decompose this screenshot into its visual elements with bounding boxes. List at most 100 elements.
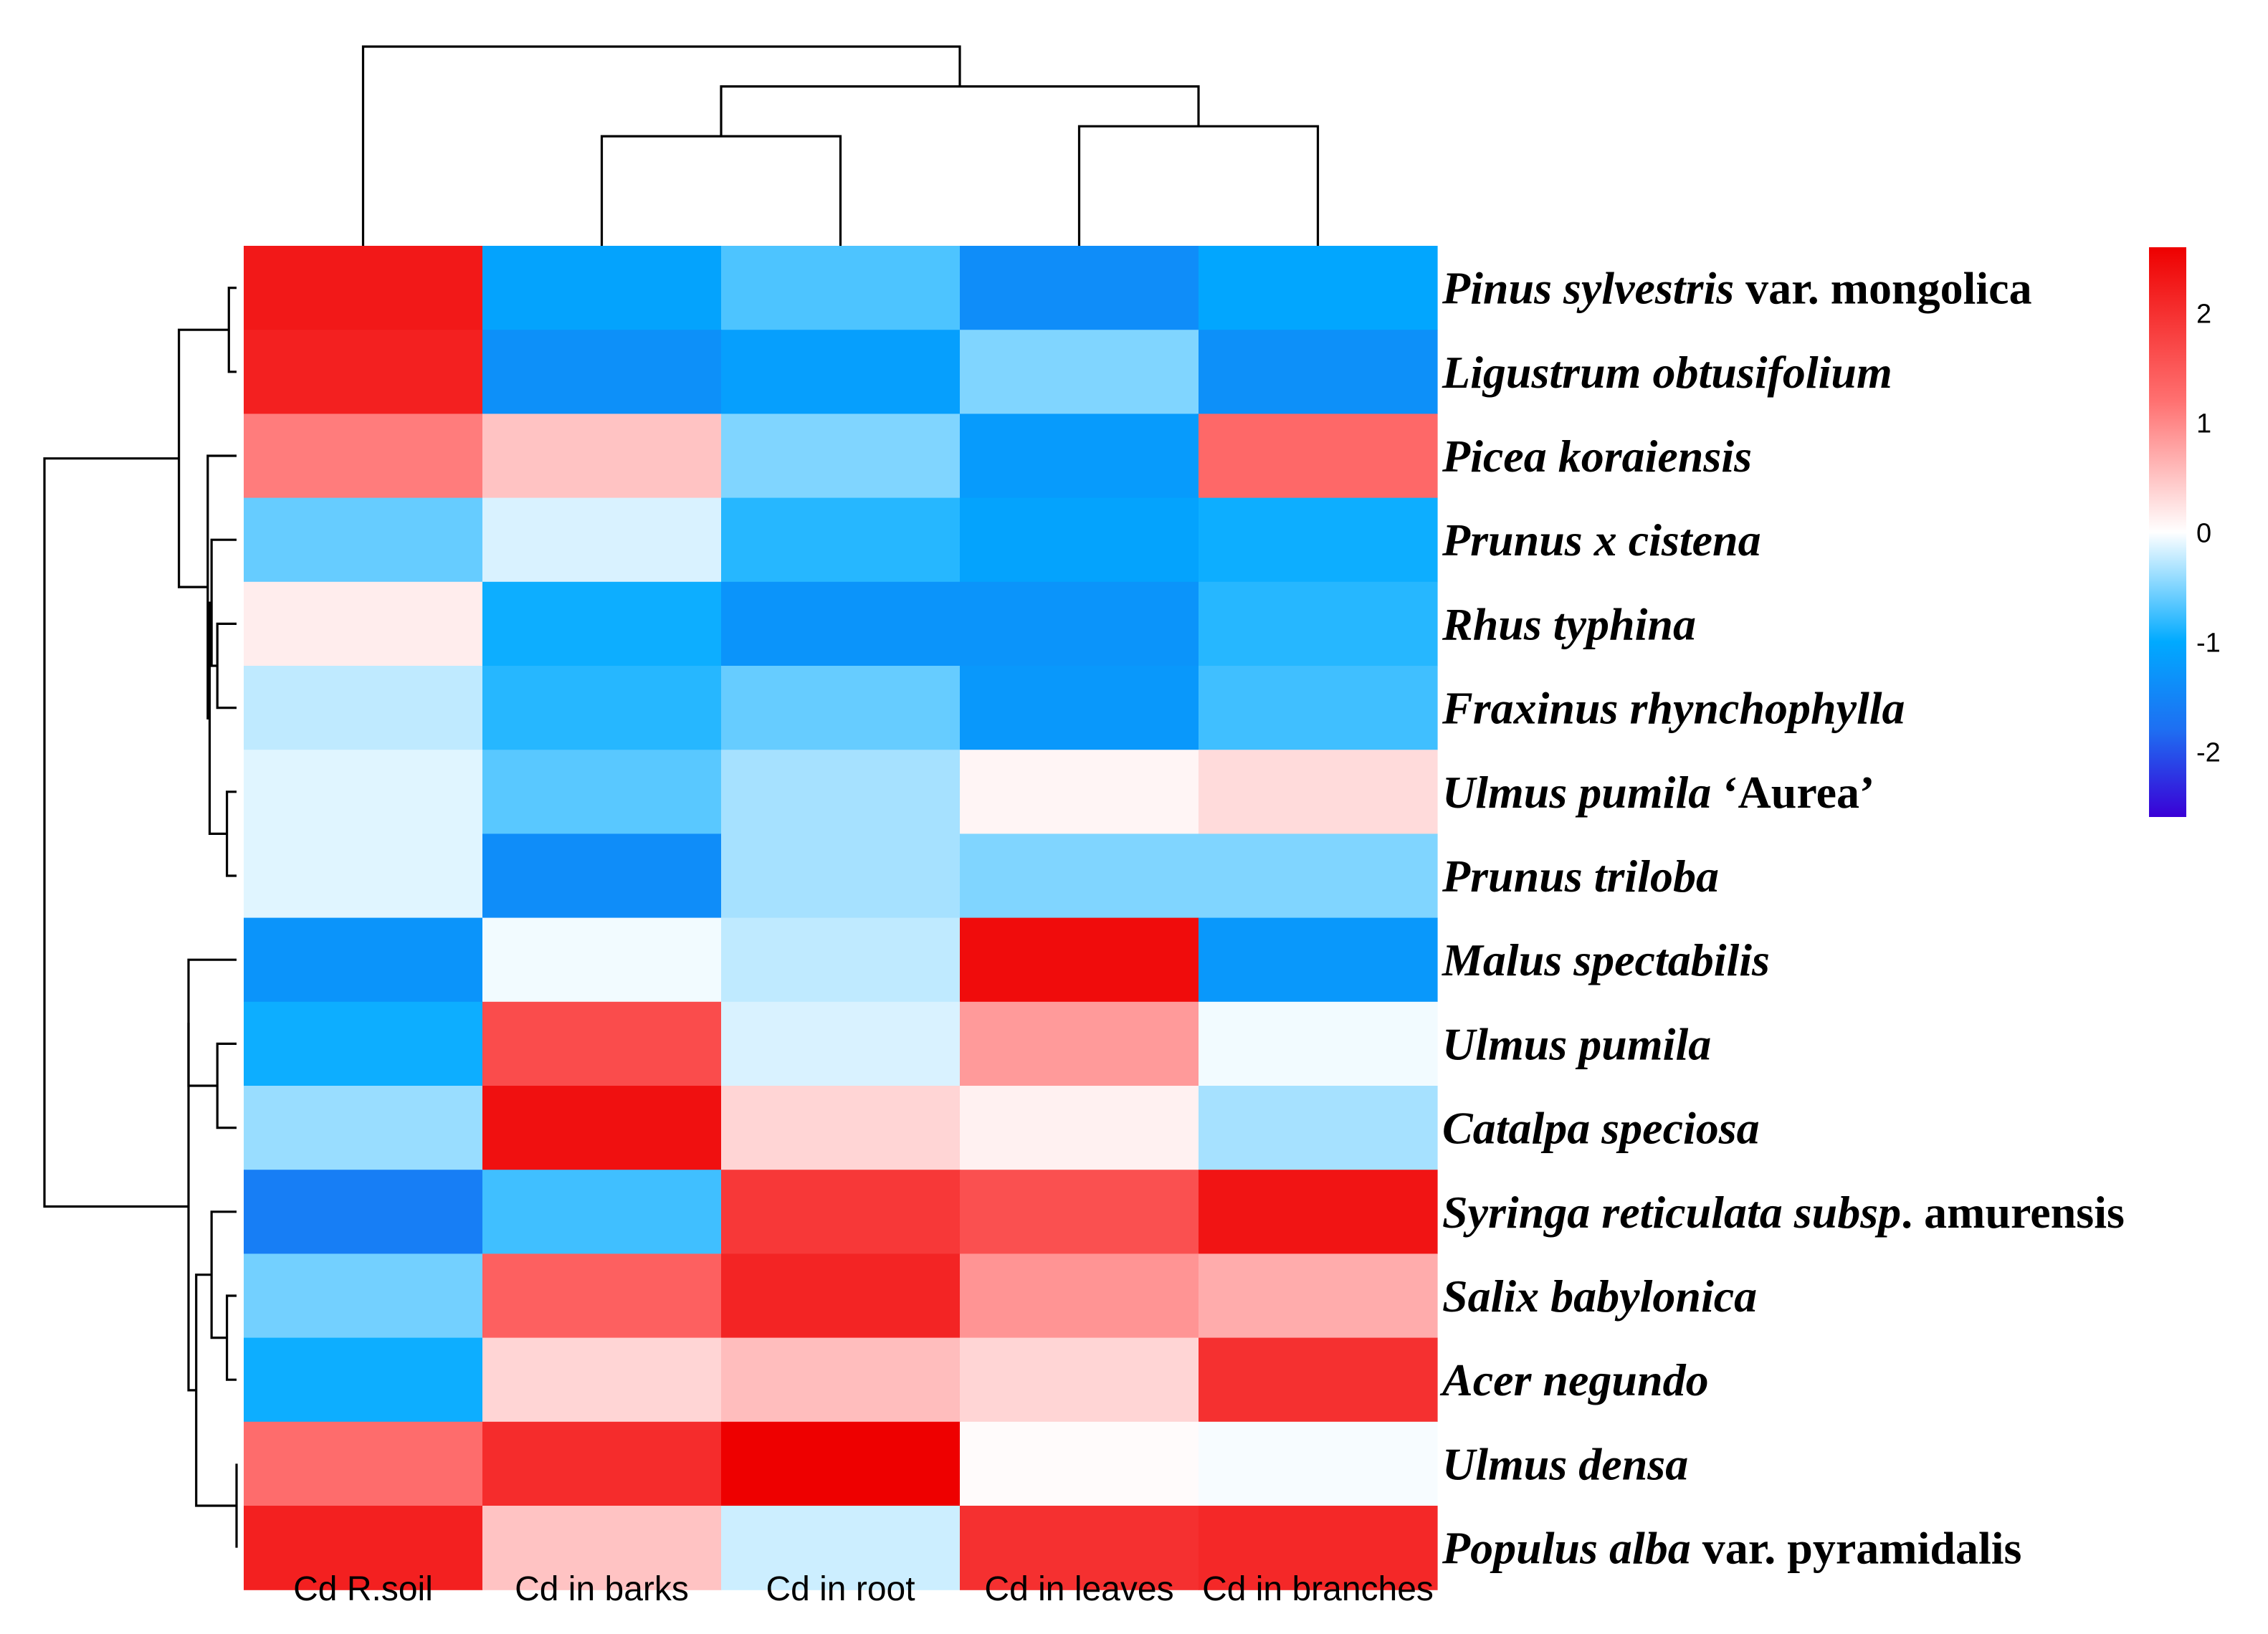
heatmap-cell (960, 1506, 1199, 1590)
heatmap-cell (960, 1421, 1199, 1506)
heatmap-cell (721, 666, 961, 750)
row-label-part: Ulmus pumila (1442, 1018, 1711, 1069)
heatmap-cell (960, 1001, 1199, 1086)
heatmap-cell (721, 497, 961, 583)
heatmap-cell (482, 1506, 722, 1590)
dendrogram-branch (361, 45, 961, 246)
heatmap-cell (482, 1001, 722, 1086)
heatmap-cell (244, 1253, 483, 1339)
row-label-part: Syringa reticulata subsp (1442, 1187, 1901, 1238)
row-label-part: var. pyramidalis (1691, 1523, 2022, 1574)
heatmap-cell (721, 833, 961, 919)
heatmap-cell (244, 750, 483, 834)
dendrogram-branch (1077, 125, 1320, 246)
heatmap-cell (721, 1001, 961, 1086)
heatmap-cell (482, 1086, 722, 1170)
row-label-part: Fraxinus rhynchophylla (1442, 683, 1905, 734)
color-scale-tick: 0 (2196, 519, 2211, 549)
heatmap-cell (721, 1253, 961, 1339)
row-label-part: Ulmus densa (1442, 1438, 1688, 1489)
color-scale-bar (2149, 247, 2186, 817)
heatmap-cell (960, 246, 1199, 330)
row-label: Populus alba var. pyramidalis (1442, 1523, 2021, 1574)
row-dendrogram (43, 287, 238, 1548)
row-label-part: . amurensis (1901, 1187, 2125, 1238)
heatmap-cell (482, 246, 722, 330)
column-labels: Cd R.soil Cd in barks Cd in root Cd in leav… (293, 1570, 1434, 1608)
row-label-part: Rhus typhina (1442, 598, 1696, 649)
heatmap-cell (1199, 750, 1438, 834)
row-label-part: var. mongolica (1734, 263, 2031, 314)
color-scale-tick: 1 (2196, 409, 2211, 439)
heatmap-cell (1199, 917, 1438, 1003)
heatmap-cell (960, 833, 1199, 919)
row-label-part: Salix babylonica (1442, 1271, 1757, 1322)
dendrogram-branch (210, 538, 237, 667)
row-label-part: Pinus sylvestris (1442, 263, 1734, 314)
heatmap-cell (482, 666, 722, 750)
heatmap-cell (960, 1086, 1199, 1170)
heatmap-cell (960, 330, 1199, 414)
heatmap-cell (1199, 1506, 1438, 1590)
row-label: Syringa reticulata subsp. amurensis (1442, 1187, 2125, 1238)
heatmap-cell (244, 1086, 483, 1170)
heatmap-cell (482, 1421, 722, 1506)
row-label: Prunus triloba (1442, 851, 1719, 902)
row-label-part: Picea koraiensis (1442, 431, 1752, 482)
heatmap-cell (960, 414, 1199, 499)
heatmap-cell (482, 1170, 722, 1254)
row-label: Malus spectabilis (1442, 935, 1770, 985)
heatmap-cell (960, 1170, 1199, 1254)
heatmap-cell (960, 497, 1199, 583)
color-scale-legend: 2 1 0 -1 -2 (2149, 247, 2221, 817)
heatmap-cell (1199, 1001, 1438, 1086)
heatmap-cells (244, 246, 1438, 1590)
dendrogram-branch (227, 287, 237, 373)
row-label: Picea koraiensis (1442, 431, 1752, 482)
heatmap-cell (960, 666, 1199, 750)
heatmap-cell (721, 246, 961, 330)
row-label-part: Prunus triloba (1442, 851, 1719, 902)
dendrogram-branch (187, 1023, 196, 1392)
heatmap-cell (721, 750, 961, 834)
column-label: Cd in leaves (984, 1570, 1173, 1608)
heatmap-cell (244, 330, 483, 414)
heatmap-cell (482, 750, 722, 834)
row-label: Ulmus densa (1442, 1438, 1688, 1489)
row-label-part: Ulmus pumila (1442, 767, 1711, 818)
row-label: Prunus x cistena (1442, 515, 1761, 565)
row-label: Ulmus pumila ‘Aurea’ (1442, 767, 1874, 818)
dendrogram-branch (187, 958, 237, 1087)
heatmap-cell (1199, 414, 1438, 499)
dendrogram-branch (216, 622, 237, 710)
heatmap-cell (960, 1253, 1199, 1339)
row-label: Catalpa speciosa (1442, 1103, 1760, 1154)
row-labels: Pinus sylvestris var. mongolica Ligustrum… (1439, 263, 2125, 1574)
heatmap-cell (244, 1170, 483, 1254)
row-label-part: Populus alba (1442, 1523, 1691, 1574)
color-scale-tick: -2 (2196, 737, 2221, 768)
row-label: Acer negundo (1439, 1354, 1709, 1405)
heatmap-cell (1199, 666, 1438, 750)
heatmap-cell (244, 497, 483, 583)
heatmap-cell (482, 1253, 722, 1339)
heatmap-cell (721, 330, 961, 414)
heatmap-cell (1199, 1086, 1438, 1170)
row-label-part: ‘Aurea’ (1711, 767, 1874, 818)
heatmap-cell (244, 666, 483, 750)
heatmap-cell (960, 750, 1199, 834)
dendrogram-branch (226, 1294, 237, 1381)
dendrogram-branch (720, 85, 1200, 137)
dendrogram-branch (210, 1210, 237, 1339)
heatmap-cell (1199, 330, 1438, 414)
row-label-part: Catalpa speciosa (1442, 1103, 1760, 1154)
heatmap-cell (721, 1337, 961, 1423)
color-scale-tick: -1 (2196, 628, 2221, 658)
column-label: Cd in root (766, 1570, 915, 1608)
heatmap-cell (482, 330, 722, 414)
heatmap-cell (244, 581, 483, 666)
row-label-part: Ligustrum obtusifolium (1442, 347, 1892, 398)
heatmap-cell (1199, 497, 1438, 583)
dendrogram-branch (43, 457, 189, 1208)
